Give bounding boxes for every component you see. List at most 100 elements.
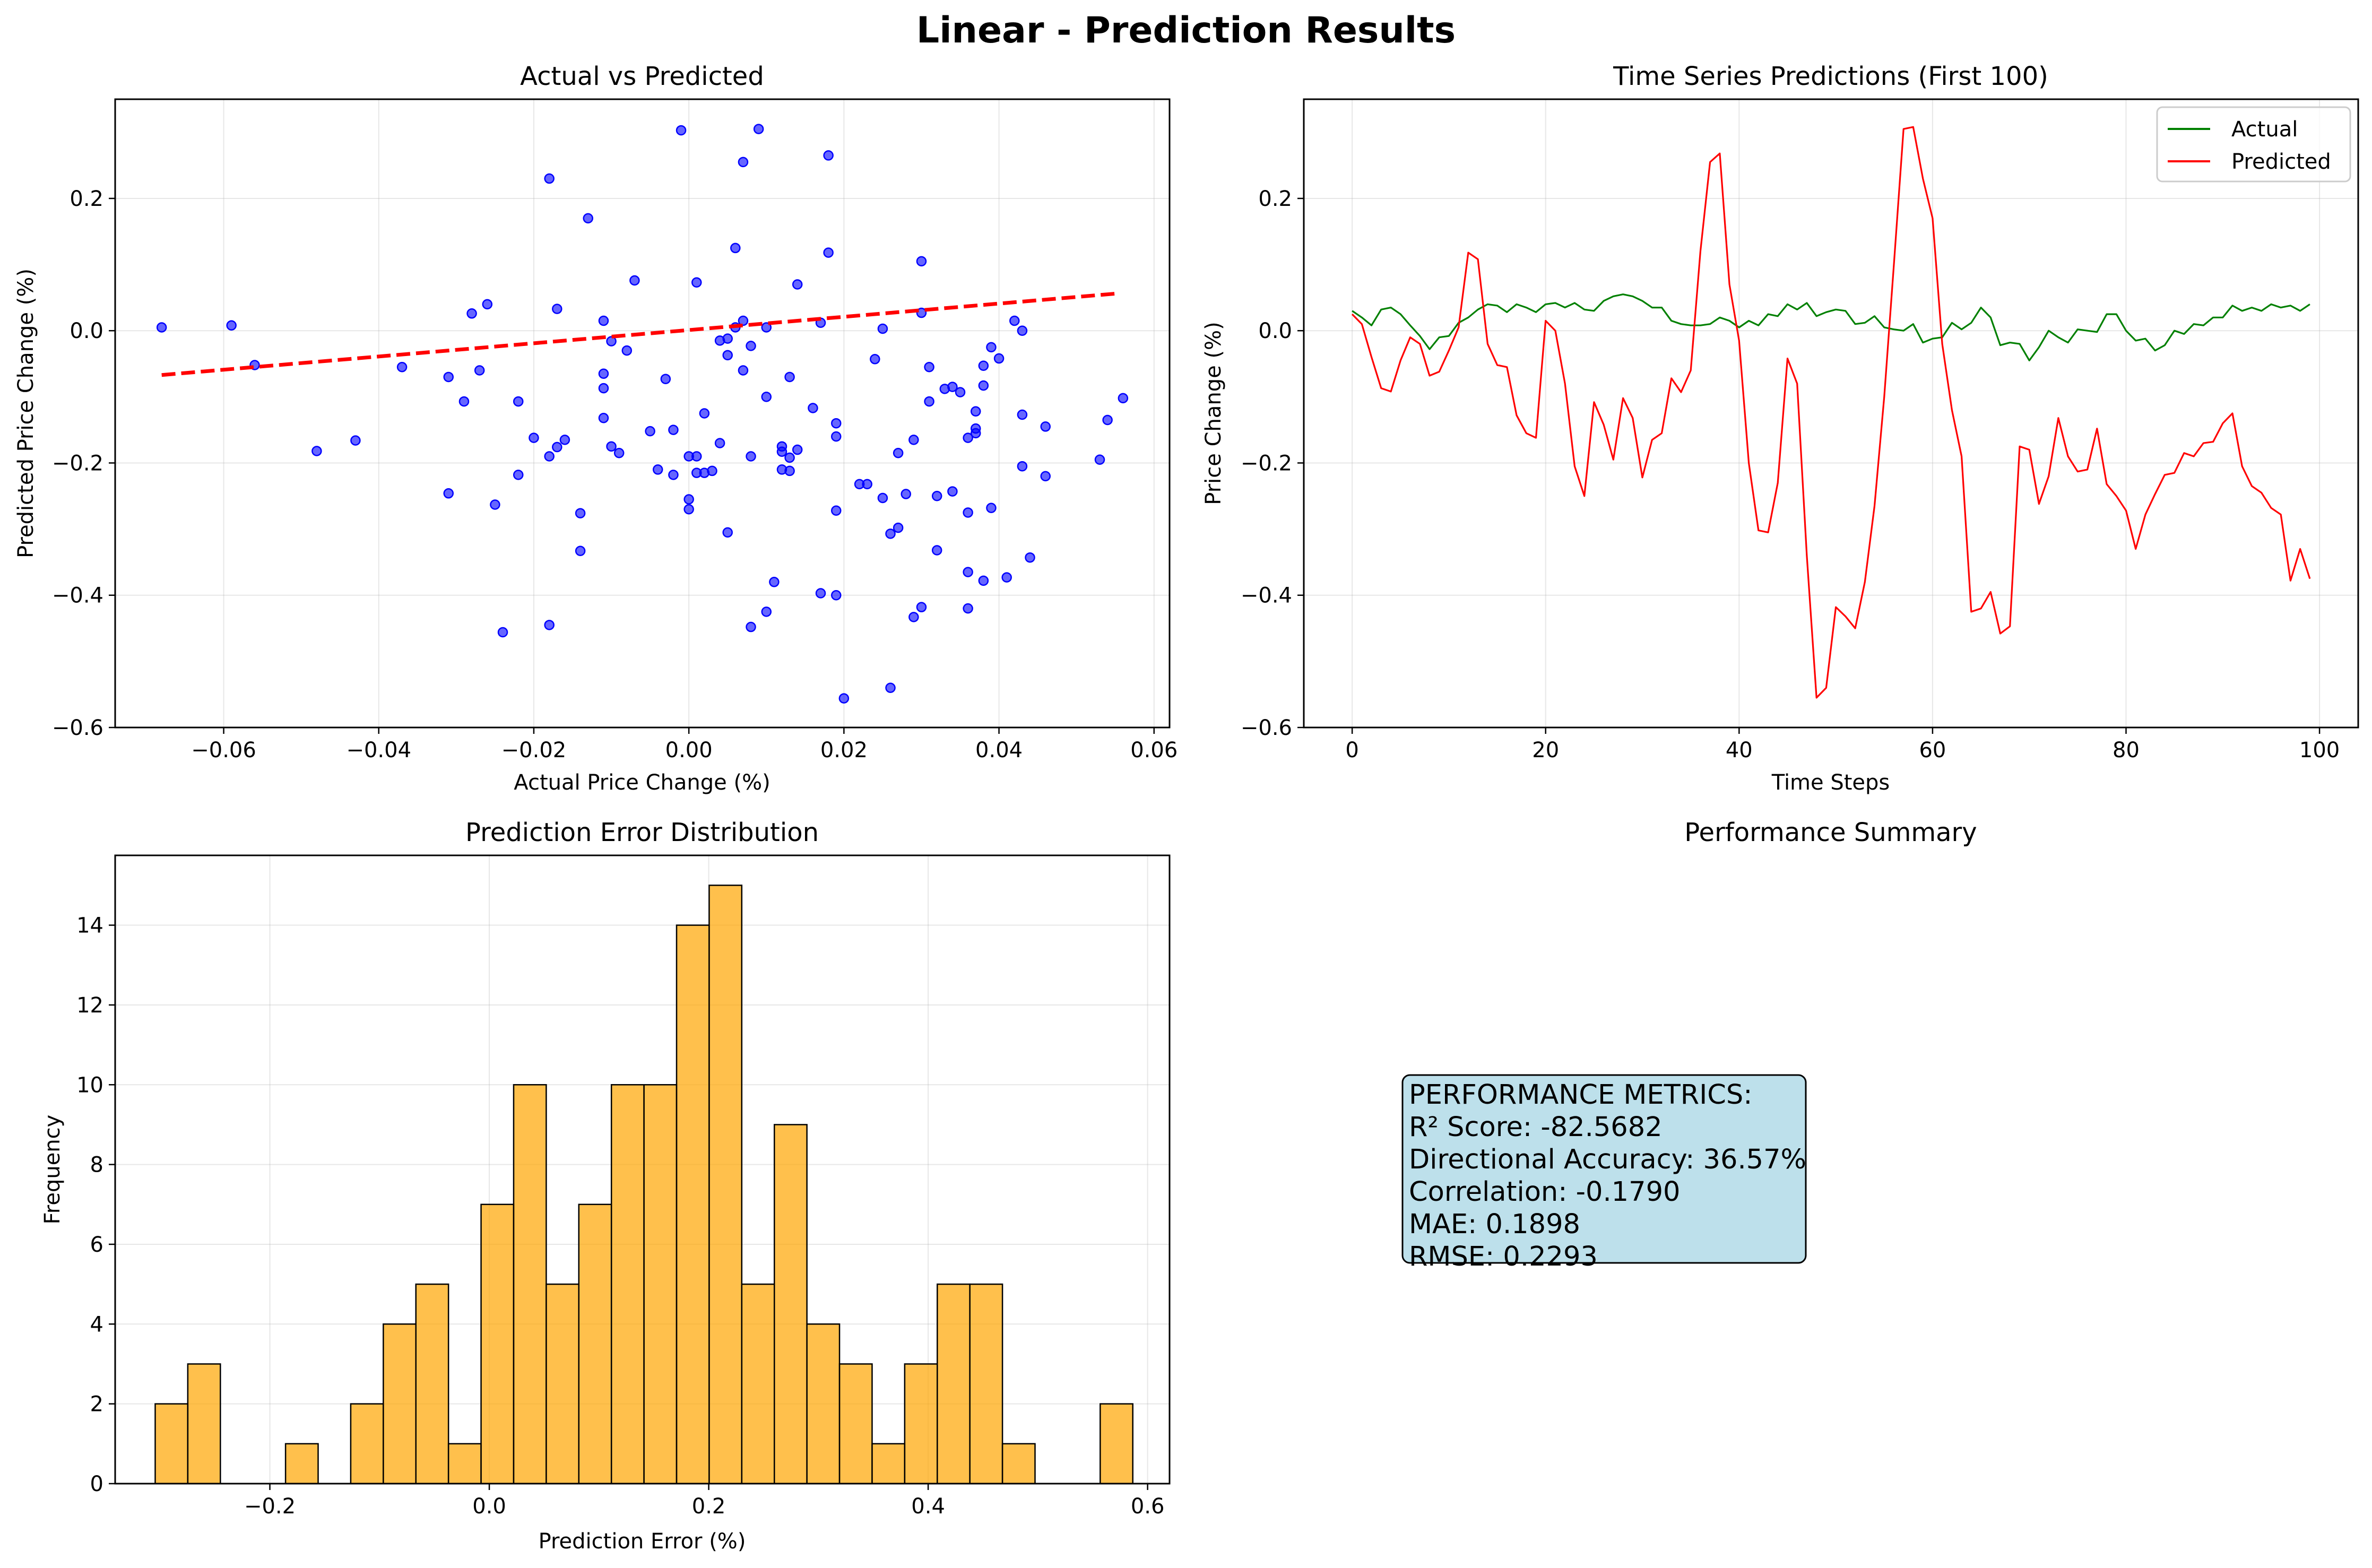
y-tick-label: 0.0 xyxy=(1258,319,1292,343)
metric-line: Correlation: -0.1790 xyxy=(1409,1176,1680,1208)
scatter-point xyxy=(931,545,942,556)
histogram-bar xyxy=(187,1363,221,1485)
scatter-point xyxy=(916,602,927,612)
scatter-point xyxy=(993,353,1005,364)
scatter-point xyxy=(885,529,896,539)
scatter-point xyxy=(924,396,934,407)
histogram-x-label: Prediction Error (%) xyxy=(539,1529,746,1554)
scatter-point xyxy=(575,508,586,518)
histogram-bar xyxy=(284,1443,319,1485)
scatter-point xyxy=(823,150,834,161)
histogram-title: Prediction Error Distribution xyxy=(465,818,819,847)
x-tick-label: 40 xyxy=(1726,738,1753,763)
scatter-point xyxy=(761,607,772,617)
scatter-point xyxy=(730,242,741,254)
y-tick-label: −0.2 xyxy=(52,451,103,475)
x-tick-label: 0.00 xyxy=(665,738,713,763)
scatter-point xyxy=(1017,325,1028,336)
scatter-point xyxy=(458,396,470,407)
scatter-y-ticks: −0.6 −0.4 −0.2 0.0 0.2 xyxy=(52,187,115,740)
timeseries-axes-frame xyxy=(1303,98,2359,729)
timeseries-grid xyxy=(1304,99,2358,728)
scatter-point xyxy=(598,315,609,326)
histogram-bar xyxy=(806,1323,841,1485)
metrics-lines: PERFORMANCE METRICS:R² Score: -82.5682Di… xyxy=(1409,1079,1806,1272)
x-tick-label: 0.06 xyxy=(1130,738,1178,763)
histogram-bar xyxy=(1100,1403,1133,1485)
x-tick-label: 0.0 xyxy=(472,1494,506,1519)
scatter-point xyxy=(761,322,772,333)
scatter-point xyxy=(1025,552,1035,563)
scatter-point xyxy=(559,435,570,445)
histogram-bar xyxy=(969,1283,1003,1485)
timeseries-lines xyxy=(1351,126,2311,699)
scatter-point xyxy=(722,527,733,538)
scatter-point xyxy=(924,362,934,372)
x-tick-label: 0.04 xyxy=(975,738,1023,763)
y-tick-label: 0.2 xyxy=(1258,187,1292,211)
histogram-x-ticks: −0.2 0.0 0.2 0.4 0.6 xyxy=(244,1484,1164,1519)
scatter-point xyxy=(831,431,842,442)
scatter-point xyxy=(552,304,562,314)
histogram-bar xyxy=(578,1203,612,1485)
scatter-point xyxy=(885,682,896,693)
scatter-point xyxy=(660,374,671,384)
scatter-point xyxy=(955,387,966,397)
scatter-point xyxy=(490,499,500,510)
scatter-point xyxy=(986,503,997,513)
legend-frame xyxy=(2156,106,2351,183)
x-tick-label: 0 xyxy=(1345,738,1358,763)
scatter-point xyxy=(691,277,702,288)
y-tick-label: 10 xyxy=(76,1073,103,1097)
histogram-bar xyxy=(480,1203,515,1485)
scatter-x-ticks: −0.06 −0.04 −0.02 0.00 0.02 0.04 0.06 xyxy=(191,727,1178,763)
histogram-bar xyxy=(447,1443,482,1485)
metric-line: PERFORMANCE METRICS: xyxy=(1409,1079,1752,1111)
timeseries-y-label: Price Change (%) xyxy=(1201,322,1226,505)
scatter-points xyxy=(156,124,1129,704)
scatter-point xyxy=(598,383,609,394)
histogram-bar xyxy=(546,1283,580,1485)
scatter-point xyxy=(963,507,973,518)
scatter-point xyxy=(931,491,942,501)
x-tick-label: 20 xyxy=(1532,738,1559,763)
legend-label-predicted: Predicted xyxy=(2231,150,2331,174)
scatter-point xyxy=(963,567,973,577)
scatter-point xyxy=(598,412,609,423)
scatter-point xyxy=(784,465,795,477)
scatter-fit-line xyxy=(161,291,1116,377)
scatter-panel: Actual vs Predicted −0.06 −0.04 −0.02 0.00 0… xyxy=(14,62,1178,795)
scatter-point xyxy=(986,342,997,353)
scatter-point xyxy=(683,494,694,505)
scatter-point xyxy=(784,452,795,463)
figure-title: Linear - Prediction Results xyxy=(916,10,1456,51)
x-tick-label: 0.02 xyxy=(820,738,868,763)
scatter-point xyxy=(668,470,679,480)
scatter-point xyxy=(908,612,919,622)
histogram-bar xyxy=(383,1323,417,1485)
scatter-title: Actual vs Predicted xyxy=(520,62,764,91)
scatter-point xyxy=(668,425,679,435)
scatter-point xyxy=(691,451,702,462)
scatter-point xyxy=(544,173,555,184)
scatter-point xyxy=(652,464,663,475)
histogram-bar xyxy=(643,1084,678,1485)
scatter-point xyxy=(1040,471,1051,482)
timeseries-x-ticks: 0 20 40 60 80 100 xyxy=(1345,727,2340,763)
scatter-point xyxy=(823,247,834,258)
scatter-x-label: Actual Price Change (%) xyxy=(514,770,770,795)
scatter-point xyxy=(963,432,973,443)
scatter-point xyxy=(978,360,989,371)
scatter-point xyxy=(838,693,850,704)
y-tick-label: 2 xyxy=(90,1392,103,1417)
histogram-bar xyxy=(676,924,710,1485)
scatter-point xyxy=(746,451,756,462)
scatter-point xyxy=(676,125,687,136)
scatter-point xyxy=(722,333,733,344)
scatter-point xyxy=(1040,421,1051,432)
scatter-point xyxy=(947,486,958,497)
scatter-point xyxy=(707,465,717,477)
y-tick-label: 0.0 xyxy=(70,319,103,343)
timeseries-x-label: Time Steps xyxy=(1771,770,1890,795)
fit-line xyxy=(161,291,1116,377)
